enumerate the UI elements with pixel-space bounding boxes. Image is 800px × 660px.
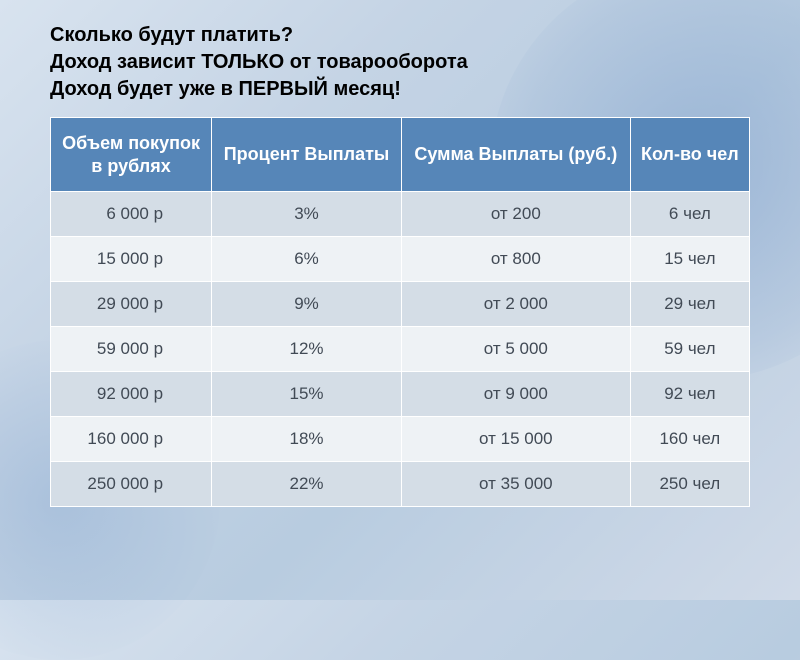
table-row: 29 000 р9%от 2 00029 чел: [51, 282, 750, 327]
table-cell: 160 чел: [630, 417, 749, 462]
table-cell: от 15 000: [401, 417, 630, 462]
slide-heading: Сколько будут платить? Доход зависит ТОЛ…: [50, 22, 750, 103]
table-cell: 59 000 р: [51, 327, 212, 372]
table-cell: от 35 000: [401, 462, 630, 507]
income-table-body: 6 000 р3%от 2006 чел15 000 р6%от 80015 ч…: [51, 192, 750, 507]
table-header-cell: Процент Выплаты: [212, 118, 402, 192]
table-cell: от 5 000: [401, 327, 630, 372]
table-row: 160 000 р18%от 15 000160 чел: [51, 417, 750, 462]
table-cell: от 9 000: [401, 372, 630, 417]
table-cell: 92 чел: [630, 372, 749, 417]
table-cell: 59 чел: [630, 327, 749, 372]
table-cell: 250 000 р: [51, 462, 212, 507]
table-cell: 6 чел: [630, 192, 749, 237]
table-row: 15 000 р6%от 80015 чел: [51, 237, 750, 282]
table-cell: 29 000 р: [51, 282, 212, 327]
table-cell: от 200: [401, 192, 630, 237]
table-row: 92 000 р15%от 9 00092 чел: [51, 372, 750, 417]
table-cell: 15 000 р: [51, 237, 212, 282]
table-header-cell: Сумма Выплаты (руб.): [401, 118, 630, 192]
table-cell: 22%: [212, 462, 402, 507]
table-cell: 15 чел: [630, 237, 749, 282]
table-cell: от 2 000: [401, 282, 630, 327]
table-cell: 6%: [212, 237, 402, 282]
heading-line-2: Доход зависит ТОЛЬКО от товарооборота: [50, 49, 750, 76]
heading-line-1: Сколько будут платить?: [50, 22, 750, 49]
table-cell: 15%: [212, 372, 402, 417]
table-cell: 92 000 р: [51, 372, 212, 417]
table-cell: 18%: [212, 417, 402, 462]
table-cell: 3%: [212, 192, 402, 237]
income-table-header: Объем покупокв рубляхПроцент ВыплатыСумм…: [51, 118, 750, 192]
heading-line-3: Доход будет уже в ПЕРВЫЙ месяц!: [50, 76, 750, 103]
income-table: Объем покупокв рубляхПроцент ВыплатыСумм…: [50, 117, 750, 507]
table-header-cell: Кол-во чел: [630, 118, 749, 192]
table-row: 59 000 р12%от 5 00059 чел: [51, 327, 750, 372]
table-header-cell: Объем покупокв рублях: [51, 118, 212, 192]
table-cell: 12%: [212, 327, 402, 372]
table-cell: 6 000 р: [51, 192, 212, 237]
table-cell: от 800: [401, 237, 630, 282]
table-row: 250 000 р22%от 35 000250 чел: [51, 462, 750, 507]
table-cell: 250 чел: [630, 462, 749, 507]
table-cell: 29 чел: [630, 282, 749, 327]
table-cell: 9%: [212, 282, 402, 327]
table-row: 6 000 р3%от 2006 чел: [51, 192, 750, 237]
table-cell: 160 000 р: [51, 417, 212, 462]
